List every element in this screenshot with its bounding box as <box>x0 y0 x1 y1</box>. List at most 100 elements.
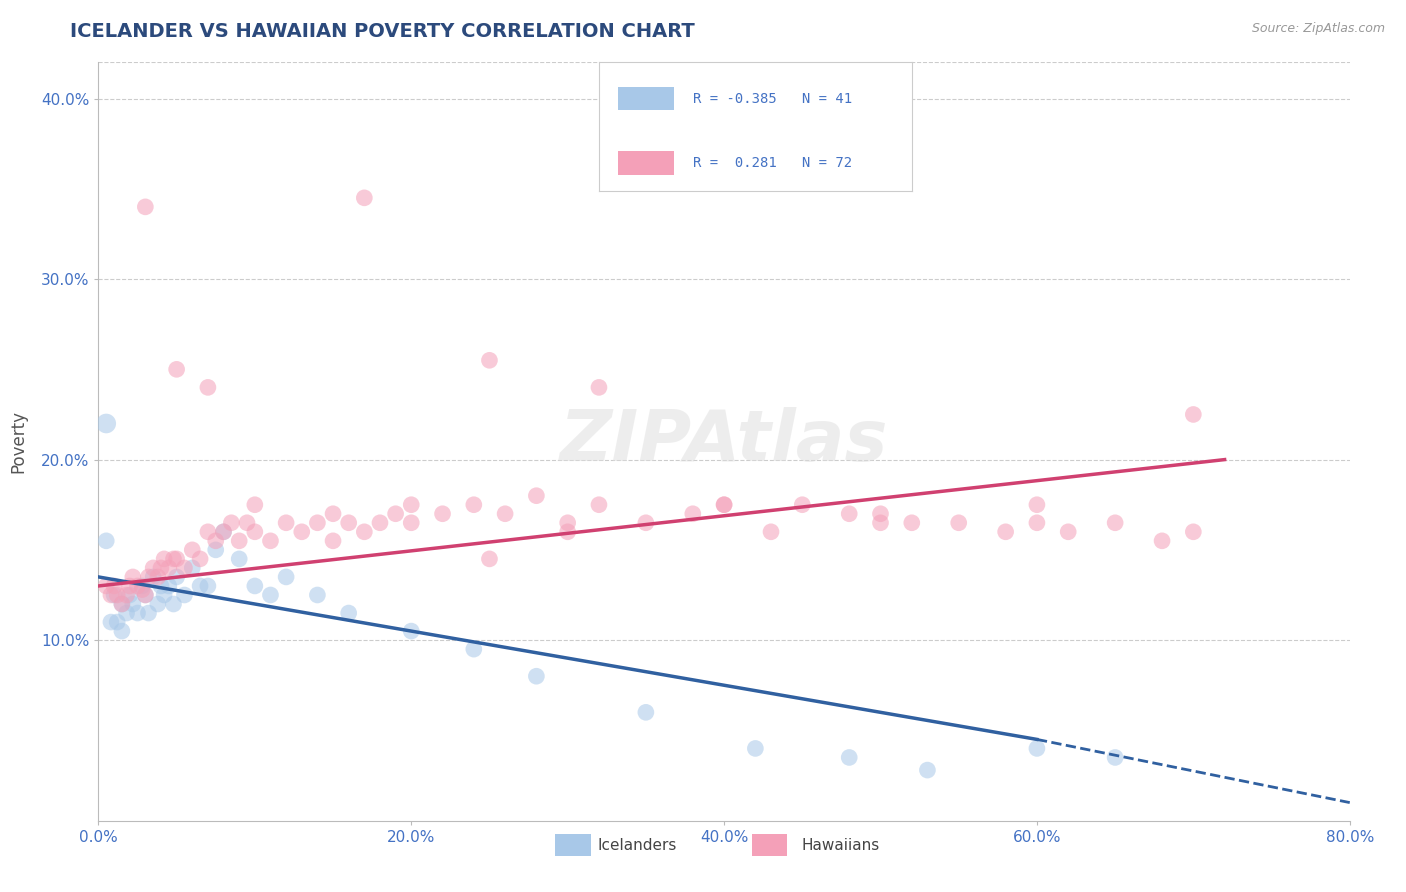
Point <box>105 588 128 602</box>
Point <box>368 516 391 530</box>
Point <box>181 542 204 557</box>
Point <box>150 579 173 593</box>
Point <box>744 741 766 756</box>
Point <box>353 524 375 539</box>
Point <box>291 524 314 539</box>
Point <box>307 516 329 530</box>
Point <box>1026 498 1049 512</box>
Point <box>153 552 176 566</box>
Point <box>138 606 160 620</box>
Point <box>162 597 184 611</box>
Point <box>96 579 118 593</box>
Point <box>243 498 266 512</box>
Point <box>166 552 188 566</box>
Point <box>212 524 235 539</box>
Text: Source: ZipAtlas.com: Source: ZipAtlas.com <box>1251 22 1385 36</box>
Point <box>869 516 891 530</box>
Point <box>1026 516 1049 530</box>
Point <box>157 561 180 575</box>
Point <box>994 524 1017 539</box>
Point <box>682 507 704 521</box>
Point <box>134 588 156 602</box>
Point <box>322 533 344 548</box>
Point <box>243 524 266 539</box>
Point <box>127 606 149 620</box>
Point <box>103 579 125 593</box>
Point <box>713 498 735 512</box>
Point <box>134 200 156 214</box>
Point <box>127 579 149 593</box>
Point <box>181 561 204 575</box>
Point <box>463 642 485 657</box>
Point <box>307 588 329 602</box>
Point <box>173 588 195 602</box>
Point <box>337 516 360 530</box>
Point <box>166 570 188 584</box>
Point <box>1104 516 1126 530</box>
Point <box>118 579 141 593</box>
Point <box>557 524 579 539</box>
Point <box>212 524 235 539</box>
Point <box>478 353 501 368</box>
Point <box>197 380 219 394</box>
Point <box>588 498 610 512</box>
Point <box>526 669 548 683</box>
Point <box>138 570 160 584</box>
Point <box>557 516 579 530</box>
Point <box>105 615 128 629</box>
Y-axis label: Poverty: Poverty <box>8 410 27 473</box>
Point <box>401 516 423 530</box>
Point <box>353 191 375 205</box>
Point <box>157 579 180 593</box>
Point <box>526 489 548 503</box>
Point <box>121 570 143 584</box>
Point <box>384 507 406 521</box>
Point <box>588 380 610 394</box>
Point <box>197 524 219 539</box>
Point <box>166 362 188 376</box>
Point <box>322 507 344 521</box>
Point <box>204 533 226 548</box>
Point <box>1104 750 1126 764</box>
Point <box>900 516 922 530</box>
Point <box>221 516 243 530</box>
Point <box>111 624 134 639</box>
Text: Icelanders: Icelanders <box>598 838 676 853</box>
Point <box>1057 524 1080 539</box>
Text: ZIPAtlas: ZIPAtlas <box>560 407 889 476</box>
Point <box>432 507 454 521</box>
Point <box>146 597 169 611</box>
Point <box>478 552 501 566</box>
Point <box>96 417 118 431</box>
Point <box>153 588 176 602</box>
Point <box>118 588 141 602</box>
Point <box>115 588 138 602</box>
Point <box>100 588 122 602</box>
Point <box>121 597 143 611</box>
Point <box>162 552 184 566</box>
Point <box>115 606 138 620</box>
Point <box>142 561 165 575</box>
Point <box>948 516 970 530</box>
Text: Hawaiians: Hawaiians <box>801 838 880 853</box>
Point <box>111 597 134 611</box>
Point <box>142 570 165 584</box>
Point <box>1152 533 1174 548</box>
Point <box>236 516 259 530</box>
Point <box>274 516 298 530</box>
Point <box>463 498 485 512</box>
Point <box>869 507 891 521</box>
Point <box>792 498 814 512</box>
Point <box>1182 524 1205 539</box>
Point <box>197 579 219 593</box>
Point <box>634 706 657 720</box>
Point <box>259 588 281 602</box>
Point <box>759 524 782 539</box>
Point <box>146 570 169 584</box>
Point <box>243 579 266 593</box>
Point <box>228 552 250 566</box>
Point <box>103 588 125 602</box>
Point <box>917 763 939 777</box>
Point <box>838 750 860 764</box>
Point <box>259 533 281 548</box>
